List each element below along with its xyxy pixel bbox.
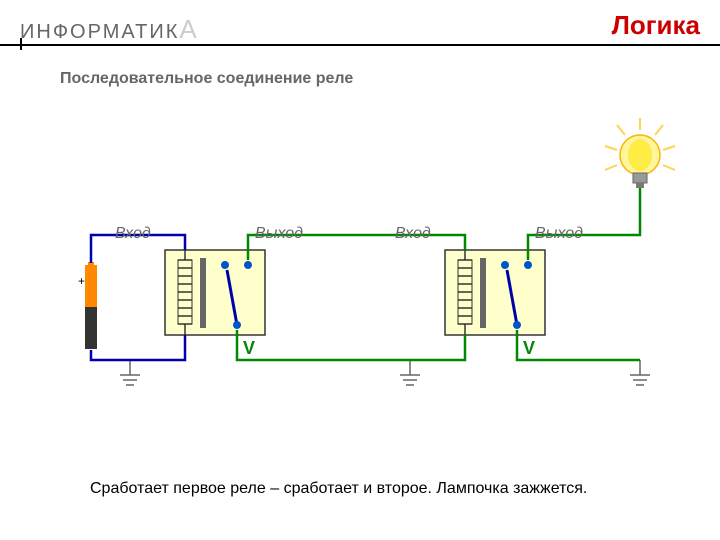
relay1-v-label: V	[243, 338, 255, 359]
ground-2	[400, 360, 420, 385]
bulb-icon	[605, 118, 675, 188]
header-underline	[0, 44, 720, 46]
battery-icon: +	[78, 262, 97, 349]
circuit-diagram: +	[0, 100, 720, 450]
brand-accent: А	[179, 14, 198, 44]
relay2-v-label: V	[523, 338, 535, 359]
subtitle: Последовательное соединение реле	[60, 70, 353, 88]
relay2-input-label: Вход	[395, 225, 431, 243]
ground-3	[630, 360, 650, 385]
relay-2	[445, 250, 545, 335]
relay-1	[165, 250, 265, 335]
relay2-output-label: Выход	[535, 225, 583, 243]
brand: ИНФОРМАТИКА	[20, 14, 199, 45]
wires-green	[237, 188, 640, 360]
svg-text:+: +	[78, 274, 85, 288]
relay1-output-label: Выход	[255, 225, 303, 243]
ground-1	[120, 360, 140, 385]
relay1-input-label: Вход	[115, 225, 151, 243]
caption: Сработает первое реле – сработает и втор…	[90, 480, 587, 498]
header: ИНФОРМАТИКА Логика	[0, 0, 720, 50]
circuit-svg: +	[0, 100, 720, 450]
topic-title: Логика	[612, 10, 700, 41]
brand-main: ИНФОРМАТИК	[20, 21, 179, 43]
header-tick	[20, 38, 22, 50]
